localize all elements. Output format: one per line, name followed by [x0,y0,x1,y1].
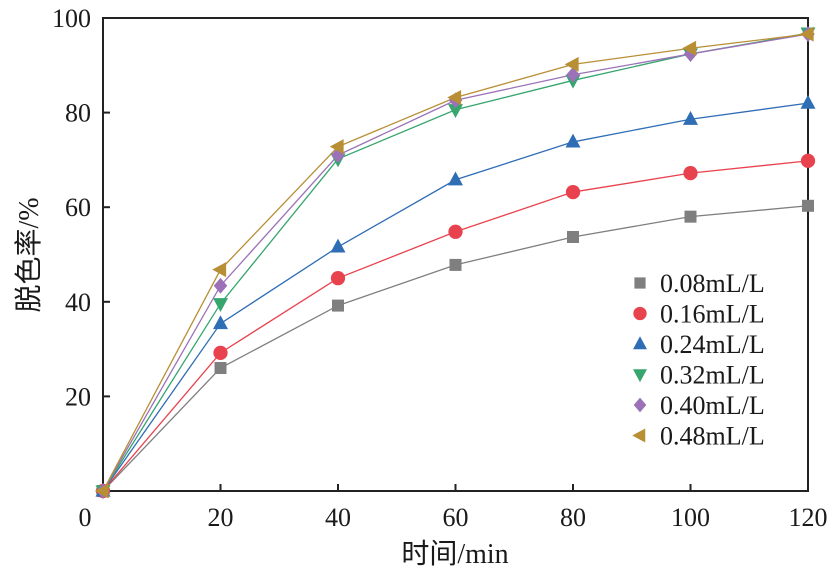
data-point [800,94,816,109]
data-point [213,298,228,312]
data-point [567,230,579,243]
x-tick-label: 100 [671,503,710,532]
legend-item: 0.16mL/L [633,300,765,329]
legend-item: 0.08mL/L [634,269,765,298]
data-point [565,133,581,148]
legend-marker [634,277,646,289]
data-point [94,483,109,499]
data-point [800,153,816,168]
data-point [682,40,697,56]
data-point [566,66,580,83]
legend-item: 0.32mL/L [633,361,765,390]
legend: 0.08mL/L0.16mL/L0.24mL/L0.32mL/L0.40mL/L… [632,269,765,451]
legend-label: 0.40mL/L [660,391,765,420]
data-point [214,362,227,375]
x-tick-label: 60 [443,503,469,532]
legend-item: 0.24mL/L [633,330,765,359]
legend-marker [633,397,647,413]
legend-item: 0.40mL/L [633,391,765,420]
data-point [684,210,697,223]
data-point [447,89,462,105]
legend-label: 0.08mL/L [660,269,765,298]
data-point [448,104,463,119]
y-tick-label: 60 [65,193,91,222]
legend-marker [633,369,647,383]
y-axis: 20 40 60 80 100 [52,4,110,411]
data-point [802,199,814,212]
data-point [683,166,698,181]
data-point [448,171,463,186]
data-point [330,271,346,286]
data-point [332,299,344,312]
legend-item: 0.48mL/L [632,422,765,451]
x-axis-title: 时间/min [401,538,508,570]
plot-frame [102,17,809,492]
y-axis-title: 脱色率/% [13,197,45,312]
series-markers [94,26,816,500]
plot-area [102,17,809,492]
y-tick-label: 20 [65,382,91,411]
legend-marker [632,428,646,443]
data-point [565,184,581,200]
x-tick-label: 20 [208,503,234,532]
data-point [213,345,228,361]
data-point [448,224,463,239]
data-point [213,315,228,330]
legend-label: 0.24mL/L [660,330,765,359]
y-tick-label: 40 [65,288,91,317]
data-point [799,26,814,42]
data-point [212,262,227,278]
legend-label: 0.32mL/L [660,361,765,390]
x-tick-label: 40 [325,503,351,532]
legend-label: 0.48mL/L [660,422,765,451]
x-tick-label: 0 [79,503,92,532]
legend-marker [633,306,647,321]
data-point [329,139,344,155]
x-axis: 0 20 40 60 80 100 120 [79,484,828,532]
data-point [213,277,228,294]
y-tick-label: 80 [65,99,91,128]
y-tick-label: 100 [52,4,91,33]
legend-marker [633,336,647,350]
series-points-6 [94,26,814,499]
x-tick-label: 80 [560,503,586,532]
data-point [564,56,579,72]
legend-label: 0.16mL/L [660,300,765,329]
x-tick-label: 120 [789,503,828,532]
data-point [683,110,698,125]
data-point [449,258,462,271]
data-point [330,238,346,253]
